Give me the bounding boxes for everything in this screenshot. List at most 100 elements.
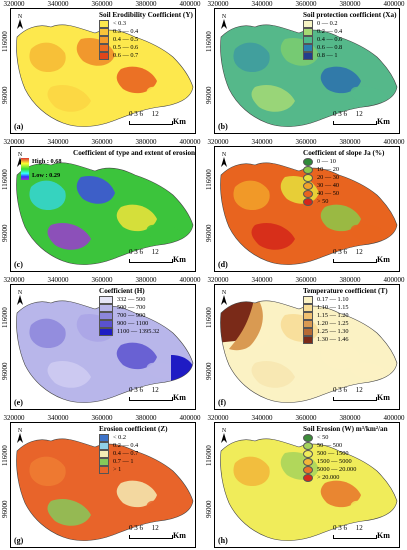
legend-label: 332 — 500	[117, 296, 146, 303]
x-tick-label: 340000	[251, 0, 273, 8]
x-tick-label: 340000	[47, 0, 69, 8]
zone-patch	[76, 175, 115, 204]
map-panel: 320000 340000 360000 380000 400000 116000 9600…	[204, 276, 405, 410]
zone-patch	[320, 480, 361, 508]
x-tick-label: 360000	[295, 276, 317, 284]
legend-swatch	[303, 182, 313, 190]
x-tick-label: 320000	[3, 0, 25, 8]
zone-patch	[47, 498, 91, 526]
legend: Soil Erodibility Coefficient (Y) < 0.3 0.3…	[99, 11, 193, 60]
legend-title: Temperature coefficient (T)	[303, 287, 388, 295]
scale-unit: Km	[377, 531, 390, 540]
svg-text:N: N	[18, 152, 23, 158]
map-panel: 320000 340000 360000 380000 400000 116000 9600…	[0, 138, 201, 272]
y-tick-label: 116000	[1, 445, 9, 466]
legend-label: > 20.000	[317, 474, 340, 481]
legend-label: 40 — 50	[317, 190, 340, 197]
legend-title: Erosion coefficient (Z)	[99, 425, 168, 433]
gradient-high-label: High : 0.68	[32, 158, 62, 165]
panel-label: (g)	[14, 536, 24, 545]
zone-patch	[116, 480, 157, 508]
legend-swatch	[99, 36, 109, 44]
svg-text:N: N	[222, 14, 227, 20]
legend-label: 0.6 — 0.8	[317, 44, 343, 51]
map-panel: 320000 340000 360000 380000 400000 116000 9600…	[0, 0, 201, 134]
legend-label: 500 — 700	[117, 304, 146, 311]
legend: Coefficient of slope Ja (%) 0 — 10 10 — 20…	[303, 149, 384, 206]
gradient-low-label: Low : 0.29	[32, 172, 61, 179]
legend-item: > 50	[303, 198, 384, 206]
scale-line	[333, 259, 377, 263]
legend-swatch	[303, 190, 313, 198]
legend: Coefficient (H) 332 — 500 500 — 700 700 — 9…	[99, 287, 159, 336]
legend-label: 0.3 — 0.4	[113, 28, 139, 35]
legend-item: 0.2 — 0.4	[99, 442, 168, 450]
scale-bar: 0 3 6 12 Km	[333, 386, 393, 404]
x-tick-label: 320000	[3, 414, 25, 422]
legend-item: < 0.2	[99, 434, 168, 442]
x-tick-label: 400000	[383, 414, 405, 422]
legend-item: 0 — 10	[303, 158, 384, 166]
svg-text:N: N	[222, 290, 227, 296]
legend-swatch	[303, 328, 313, 336]
zone-patch	[47, 222, 91, 250]
zone-patch	[146, 500, 183, 518]
legend-label: 0.5 — 0.6	[113, 44, 139, 51]
legend-swatch	[99, 328, 113, 336]
watershed-boundary	[16, 300, 194, 403]
legend-title: Coefficient of slope Ja (%)	[303, 149, 385, 157]
legend-label: 5000 — 20.000	[317, 466, 357, 473]
legend-item: 0.2 — 0.4	[303, 28, 396, 36]
scale-numbers: 0 3 6 12	[333, 110, 363, 118]
panel-label: (e)	[14, 398, 23, 407]
legend-swatch	[99, 312, 113, 320]
x-tick-label: 340000	[47, 138, 69, 146]
watershed-map	[16, 438, 194, 541]
x-tick-label: 400000	[179, 276, 201, 284]
legend-item: 0.4 — 0.5	[99, 36, 193, 44]
north-arrow-icon: N	[221, 152, 227, 167]
legend-label: > 50	[317, 198, 329, 205]
legend: Soil protection coefficient (Xa) 0 — 0.2 0…	[303, 11, 396, 60]
zone-patch	[29, 42, 66, 73]
scale-bar: 0 3 6 12 Km	[333, 110, 393, 128]
legend-item: 1500 — 5000	[303, 458, 388, 466]
zone-patch	[251, 84, 295, 112]
zone-patch	[116, 66, 157, 94]
legend-label: 1.10 — 1.15	[317, 304, 349, 311]
y-tick-label: 116000	[1, 307, 9, 328]
legend-item: 0.8 — 1	[303, 52, 396, 60]
legend-item: 10 — 20	[303, 166, 384, 174]
legend-swatch	[303, 458, 313, 466]
x-tick-label: 320000	[3, 276, 25, 284]
legend-swatch	[303, 442, 313, 450]
legend-swatch	[99, 52, 109, 60]
legend-swatch	[99, 296, 113, 304]
scale-line	[333, 535, 377, 539]
legend-swatch	[303, 320, 313, 328]
legend-swatch	[99, 44, 109, 52]
legend-swatch	[99, 450, 109, 458]
zone-patch	[233, 42, 270, 73]
legend-item: 20 — 30	[303, 174, 384, 182]
watershed-map	[16, 300, 194, 403]
legend-label: 900 — 1100	[117, 320, 149, 327]
x-tick-label: 360000	[295, 0, 317, 8]
y-tick-label: 96000	[205, 362, 213, 381]
legend-label: 30 — 40	[317, 182, 340, 189]
legend-swatch	[99, 20, 109, 28]
legend-swatch	[99, 304, 113, 312]
watershed-boundary	[220, 24, 398, 127]
map-frame: N Coefficient of slope Ja (%) 0 — 10 10 — 2…	[214, 146, 400, 272]
legend: Soil Erosion (W) m³/km²/an < 50 50 — 500 50…	[303, 425, 388, 482]
north-arrow-icon: N	[17, 290, 23, 305]
scale-line	[129, 397, 173, 401]
zone-patch	[29, 318, 66, 349]
watershed-map	[220, 438, 398, 541]
watershed-boundary	[220, 162, 398, 265]
y-tick-label: 96000	[1, 86, 9, 105]
map-frame: N Soil Erosion (W) m³/km²/an < 50 50 — 500 5…	[214, 422, 400, 548]
legend-item: 1100 — 1395.32	[99, 328, 159, 336]
legend-swatch	[303, 198, 313, 206]
legend-swatch	[303, 466, 313, 474]
